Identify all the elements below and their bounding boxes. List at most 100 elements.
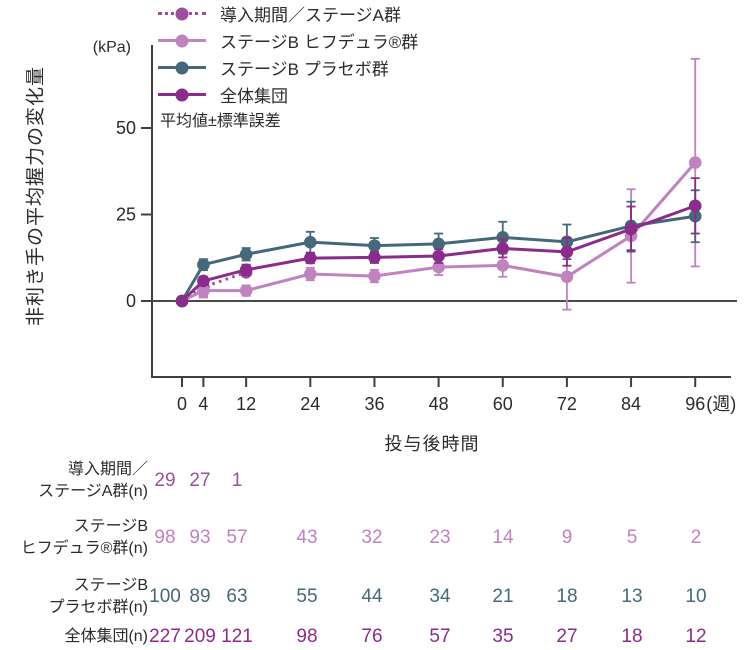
y-tick-label: 50: [116, 118, 136, 138]
n-value: 2: [690, 527, 702, 548]
n-value: 13: [621, 586, 643, 607]
data-point: [368, 239, 381, 252]
n-table-row-label: ステージB プラセボ群(n): [0, 575, 148, 619]
y-unit-label: (kPa): [93, 39, 131, 56]
n-table-row-label-line: ステージB: [73, 518, 148, 535]
legend-marker-solid-line-icon: [158, 88, 206, 102]
x-tick-label: 36: [364, 394, 384, 414]
n-value: 121: [221, 626, 253, 647]
n-value: 23: [429, 527, 451, 548]
n-table-row-label-line: 全体集団(n): [64, 628, 148, 645]
n-value: 98: [296, 626, 318, 647]
x-tick-label: 4: [198, 394, 208, 414]
n-value: 29: [154, 470, 176, 491]
n-value: 34: [429, 586, 451, 607]
series-line-2: [180, 214, 696, 302]
data-point: [688, 156, 702, 169]
n-value: 9: [561, 527, 573, 548]
n-value: 10: [685, 586, 707, 607]
legend-marker-solid-line-icon: [158, 34, 206, 48]
legend-label: ステージB プラセボ群: [220, 60, 389, 79]
n-value: 18: [556, 586, 578, 607]
x-tick-label: 60: [493, 394, 513, 414]
legend-marker-solid-line-icon: [158, 61, 206, 75]
data-point: [304, 267, 317, 281]
x-tick-label: 0: [177, 394, 187, 414]
n-value: 21: [492, 586, 514, 607]
legend-label: ステージB ヒフデュラ®群: [220, 33, 419, 52]
n-value: 89: [189, 586, 211, 607]
n-value: 27: [556, 626, 578, 647]
n-table-row-label-line: ステージA群(n): [38, 483, 148, 500]
n-table-row-label: 全体集団(n): [0, 626, 148, 648]
x-tick-label: 24: [300, 394, 320, 414]
data-point: [304, 251, 317, 265]
legend-item-overall: 全体集団: [158, 81, 418, 108]
x-tick-label: 48: [429, 394, 449, 414]
legend-dot: [175, 88, 189, 101]
n-table-row-label-line: ヒフデュラ®群(n): [20, 540, 148, 557]
data-point: [197, 284, 210, 297]
n-value: 100: [149, 586, 181, 607]
data-point: [624, 222, 638, 236]
data-point: [368, 251, 381, 264]
legend-item-placebo: ステージB プラセボ群: [158, 54, 418, 81]
n-value: 12: [685, 626, 707, 647]
n-value: 14: [492, 527, 514, 548]
data-point: [560, 245, 574, 259]
y-tick-label: 0: [126, 291, 136, 311]
y-tick-label: 25: [116, 205, 136, 225]
data-point: [496, 242, 510, 255]
n-value: 35: [492, 626, 514, 647]
n-value: 57: [429, 626, 451, 647]
data-point: [432, 237, 445, 251]
data-point: [560, 270, 574, 284]
n-table-row-label-line: プラセボ群(n): [48, 599, 148, 616]
n-table-row-label: 導入期間／ ステージA群(n): [0, 459, 148, 503]
legend-label: 全体集団: [220, 87, 288, 106]
legend-dot: [175, 34, 189, 47]
data-point: [197, 258, 210, 271]
data-point: [239, 284, 253, 297]
data-point: [496, 259, 510, 272]
data-point: [496, 231, 510, 244]
n-value: 227: [149, 626, 181, 647]
legend-marker-dotted-line-icon: [158, 7, 206, 21]
legend-item-hifdura: ステージB ヒフデュラ®群: [158, 27, 418, 54]
x-tick-label: 84: [621, 394, 641, 414]
legend-dot: [175, 61, 189, 74]
x-tick-label: 72: [557, 394, 577, 414]
n-value: 93: [189, 527, 211, 548]
n-value: 43: [296, 527, 318, 548]
x-axis-title: 投与後時間: [384, 434, 480, 454]
n-value: 63: [226, 586, 248, 607]
data-point: [368, 269, 381, 283]
data-point: [175, 294, 189, 308]
x-unit-label: (週): [706, 394, 736, 414]
x-tick-label: 12: [236, 394, 256, 414]
mean-se-note: 平均値±標準誤差: [160, 113, 281, 130]
x-tick-label: 96: [685, 394, 705, 414]
series-line-3: [180, 204, 696, 303]
legend-label: 導入期間／ステージA群: [220, 6, 401, 25]
data-point: [239, 247, 253, 261]
n-value: 18: [621, 626, 643, 647]
data-point: [239, 263, 253, 277]
chart-legend: 導入期間／ステージA群 ステージB ヒフデュラ®群 ステージB プラセボ群 全体…: [158, 0, 418, 108]
n-value: 57: [226, 527, 248, 548]
data-point: [304, 235, 317, 249]
n-table-row-label-line: ステージB: [73, 577, 148, 594]
n-value: 1: [231, 470, 243, 491]
data-point: [432, 249, 445, 263]
series-line-1: [181, 161, 697, 303]
n-value: 27: [189, 470, 211, 491]
data-point: [688, 199, 702, 213]
n-value: 209: [184, 626, 216, 647]
n-value: 55: [296, 586, 318, 607]
n-value: 98: [154, 527, 176, 548]
data-point: [432, 260, 445, 274]
legend-item-stage-a: 導入期間／ステージA群: [158, 0, 418, 27]
